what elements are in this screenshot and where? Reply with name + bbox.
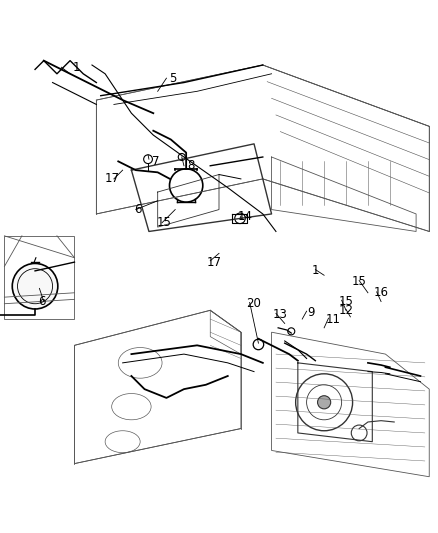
Text: 20: 20 [247, 297, 261, 310]
Text: 15: 15 [352, 276, 367, 288]
Circle shape [318, 395, 331, 409]
Text: 9: 9 [307, 306, 315, 319]
Text: 16: 16 [374, 286, 389, 300]
Text: 11: 11 [325, 312, 340, 326]
Text: 14: 14 [238, 209, 253, 223]
Text: 6: 6 [134, 203, 142, 216]
Text: 1: 1 [73, 61, 81, 74]
Text: 17: 17 [207, 256, 222, 269]
Text: 7: 7 [152, 155, 159, 168]
Text: 17: 17 [104, 172, 119, 185]
Text: 8: 8 [187, 159, 194, 172]
Text: 12: 12 [339, 304, 353, 317]
Text: 6: 6 [38, 295, 46, 308]
Text: 15: 15 [339, 295, 353, 308]
Text: 13: 13 [273, 308, 288, 321]
Text: 1: 1 [311, 264, 319, 277]
Circle shape [12, 263, 58, 309]
Text: 15: 15 [157, 216, 172, 229]
Text: 5: 5 [170, 71, 177, 85]
